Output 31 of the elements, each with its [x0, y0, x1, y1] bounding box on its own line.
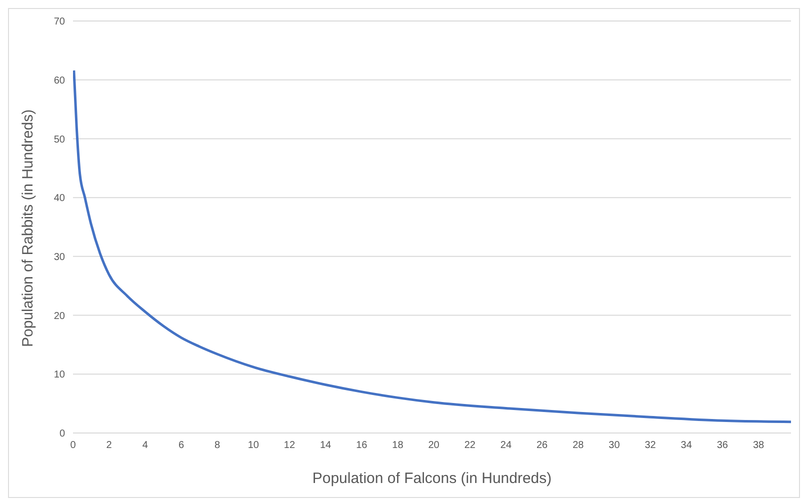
x-tick-label: 14 [320, 440, 332, 452]
y-tick-label: 10 [54, 370, 66, 381]
x-tick-label: 12 [284, 440, 296, 452]
x-tick-label: 28 [572, 440, 584, 452]
y-tick-label: 30 [54, 252, 66, 263]
y-tick-label: 20 [54, 310, 66, 322]
x-axis-title: Population of Falcons (in Hundreds) [312, 470, 552, 487]
x-tick-label: 24 [500, 440, 512, 452]
x-tick-label: 38 [752, 440, 765, 452]
y-tick-label: 60 [54, 75, 66, 86]
y-tick-label: 50 [54, 134, 66, 146]
x-tick-label: 10 [248, 440, 260, 452]
x-tick-label: 26 [536, 440, 548, 452]
x-tick-label: 4 [142, 440, 148, 452]
x-tick-label: 34 [680, 440, 692, 452]
x-tick-label: 6 [178, 440, 184, 452]
x-tick-label: 18 [392, 440, 404, 452]
y-tick-label: 0 [59, 428, 66, 440]
x-tick-label: 32 [644, 440, 656, 452]
y-tick-label: 70 [54, 16, 66, 28]
y-tick-label: 40 [54, 193, 66, 204]
x-tick-label: 22 [464, 440, 476, 452]
x-tick-label: 2 [106, 440, 112, 452]
x-tick-label: 0 [70, 440, 76, 452]
x-tick-label: 20 [428, 440, 440, 452]
y-axis-title: Population of Rabbits (in Hundreds) [19, 109, 36, 347]
line-series [73, 69, 791, 424]
x-tick-label: 30 [608, 440, 620, 452]
x-tick-label: 8 [214, 440, 221, 452]
x-tick-label: 16 [356, 440, 368, 452]
x-tick-label: 36 [716, 440, 728, 452]
